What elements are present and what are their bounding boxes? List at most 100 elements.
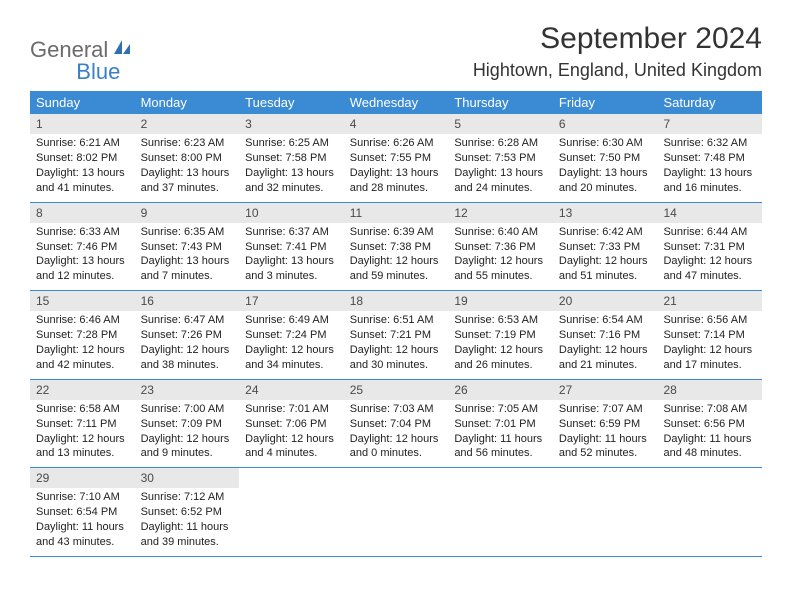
day-day1: Daylight: 11 hours [559,432,652,447]
day-body: Sunrise: 7:03 AMSunset: 7:04 PMDaylight:… [344,400,449,467]
day-body: Sunrise: 7:01 AMSunset: 7:06 PMDaylight:… [239,400,344,467]
day-sunset: Sunset: 7:58 PM [245,151,338,166]
day-sunrise: Sunrise: 7:05 AM [454,402,547,417]
day-number [553,468,658,488]
day-day2: and 55 minutes. [454,269,547,284]
day-day1: Daylight: 12 hours [663,254,756,269]
day-day1: Daylight: 11 hours [141,520,234,535]
day-day2: and 32 minutes. [245,181,338,196]
day-cell [553,468,658,556]
day-sunrise: Sunrise: 6:49 AM [245,313,338,328]
day-body: Sunrise: 6:46 AMSunset: 7:28 PMDaylight:… [30,311,135,378]
day-sunrise: Sunrise: 6:26 AM [350,136,443,151]
day-cell: 11Sunrise: 6:39 AMSunset: 7:38 PMDayligh… [344,203,449,291]
week-row: 1Sunrise: 6:21 AMSunset: 8:02 PMDaylight… [30,114,762,203]
brand-logo: General Blue [30,22,120,74]
day-body: Sunrise: 6:25 AMSunset: 7:58 PMDaylight:… [239,134,344,201]
day-sunrise: Sunrise: 6:47 AM [141,313,234,328]
day-number: 17 [239,291,344,311]
day-body: Sunrise: 6:47 AMSunset: 7:26 PMDaylight:… [135,311,240,378]
day-day1: Daylight: 12 hours [350,343,443,358]
day-day1: Daylight: 11 hours [454,432,547,447]
day-day1: Daylight: 12 hours [663,343,756,358]
day-number: 5 [448,114,553,134]
day-body: Sunrise: 6:49 AMSunset: 7:24 PMDaylight:… [239,311,344,378]
day-sunrise: Sunrise: 6:35 AM [141,225,234,240]
day-sunrise: Sunrise: 7:08 AM [663,402,756,417]
day-day1: Daylight: 13 hours [141,254,234,269]
day-body: Sunrise: 6:32 AMSunset: 7:48 PMDaylight:… [657,134,762,201]
day-day1: Daylight: 11 hours [36,520,129,535]
day-number: 29 [30,468,135,488]
day-body: Sunrise: 6:58 AMSunset: 7:11 PMDaylight:… [30,400,135,467]
day-sunset: Sunset: 6:52 PM [141,505,234,520]
day-day1: Daylight: 12 hours [36,432,129,447]
day-body: Sunrise: 7:05 AMSunset: 7:01 PMDaylight:… [448,400,553,467]
day-day2: and 34 minutes. [245,358,338,373]
day-number [344,468,449,488]
day-day2: and 42 minutes. [36,358,129,373]
day-body: Sunrise: 6:23 AMSunset: 8:00 PMDaylight:… [135,134,240,201]
day-day1: Daylight: 12 hours [36,343,129,358]
day-number [448,468,553,488]
day-sunrise: Sunrise: 6:58 AM [36,402,129,417]
day-day2: and 59 minutes. [350,269,443,284]
day-sunset: Sunset: 7:31 PM [663,240,756,255]
day-sunset: Sunset: 7:28 PM [36,328,129,343]
day-cell: 18Sunrise: 6:51 AMSunset: 7:21 PMDayligh… [344,291,449,379]
day-number: 25 [344,380,449,400]
dayhead-mon: Monday [135,91,240,114]
day-cell: 10Sunrise: 6:37 AMSunset: 7:41 PMDayligh… [239,203,344,291]
day-day2: and 37 minutes. [141,181,234,196]
day-cell: 28Sunrise: 7:08 AMSunset: 6:56 PMDayligh… [657,380,762,468]
day-day2: and 9 minutes. [141,446,234,461]
day-cell: 7Sunrise: 6:32 AMSunset: 7:48 PMDaylight… [657,114,762,202]
day-day2: and 51 minutes. [559,269,652,284]
day-body: Sunrise: 7:00 AMSunset: 7:09 PMDaylight:… [135,400,240,467]
day-sunrise: Sunrise: 6:54 AM [559,313,652,328]
day-day1: Daylight: 13 hours [141,166,234,181]
day-number: 24 [239,380,344,400]
day-sunrise: Sunrise: 7:10 AM [36,490,129,505]
day-sunset: Sunset: 7:36 PM [454,240,547,255]
day-number [239,468,344,488]
day-number: 9 [135,203,240,223]
day-day1: Daylight: 12 hours [245,343,338,358]
week-row: 22Sunrise: 6:58 AMSunset: 7:11 PMDayligh… [30,380,762,469]
day-body: Sunrise: 6:35 AMSunset: 7:43 PMDaylight:… [135,223,240,290]
day-sunrise: Sunrise: 7:07 AM [559,402,652,417]
day-sunset: Sunset: 6:56 PM [663,417,756,432]
dayhead-wed: Wednesday [344,91,449,114]
day-sunset: Sunset: 7:38 PM [350,240,443,255]
day-number: 12 [448,203,553,223]
month-title: September 2024 [473,22,762,56]
day-number: 18 [344,291,449,311]
day-day2: and 13 minutes. [36,446,129,461]
day-number [657,468,762,488]
day-day1: Daylight: 12 hours [454,343,547,358]
day-sunrise: Sunrise: 7:03 AM [350,402,443,417]
day-sunrise: Sunrise: 6:46 AM [36,313,129,328]
day-number: 23 [135,380,240,400]
day-day2: and 41 minutes. [36,181,129,196]
day-sunset: Sunset: 7:14 PM [663,328,756,343]
day-body: Sunrise: 6:30 AMSunset: 7:50 PMDaylight:… [553,134,658,201]
dayhead-tue: Tuesday [239,91,344,114]
day-body: Sunrise: 6:33 AMSunset: 7:46 PMDaylight:… [30,223,135,290]
day-sunset: Sunset: 7:48 PM [663,151,756,166]
day-day1: Daylight: 13 hours [36,166,129,181]
day-number: 26 [448,380,553,400]
day-sunrise: Sunrise: 6:44 AM [663,225,756,240]
day-body: Sunrise: 6:56 AMSunset: 7:14 PMDaylight:… [657,311,762,378]
dayhead-sun: Sunday [30,91,135,114]
day-sunset: Sunset: 7:33 PM [559,240,652,255]
day-day1: Daylight: 11 hours [663,432,756,447]
day-sunrise: Sunrise: 6:42 AM [559,225,652,240]
day-number: 20 [553,291,658,311]
day-sunrise: Sunrise: 7:12 AM [141,490,234,505]
day-number: 6 [553,114,658,134]
day-body: Sunrise: 6:53 AMSunset: 7:19 PMDaylight:… [448,311,553,378]
day-cell: 22Sunrise: 6:58 AMSunset: 7:11 PMDayligh… [30,380,135,468]
day-cell: 25Sunrise: 7:03 AMSunset: 7:04 PMDayligh… [344,380,449,468]
day-number: 13 [553,203,658,223]
